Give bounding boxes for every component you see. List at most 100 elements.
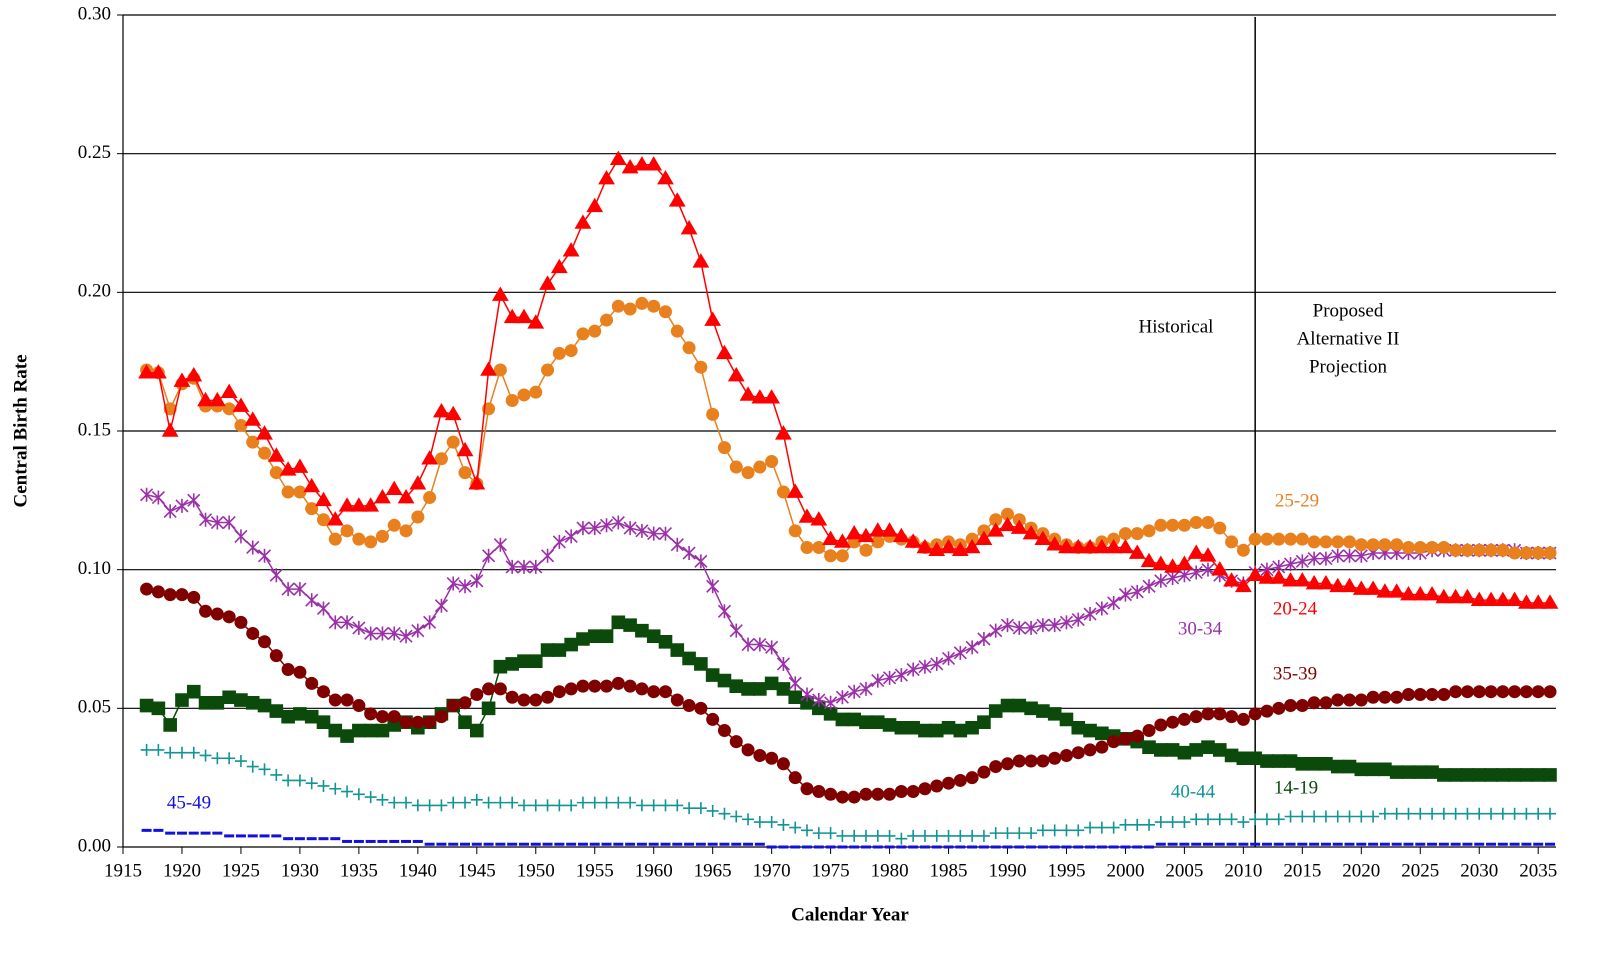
marker	[881, 522, 898, 537]
marker	[185, 366, 203, 382]
marker	[481, 701, 496, 716]
marker	[1224, 748, 1239, 763]
marker	[149, 364, 167, 379]
marker	[539, 275, 556, 290]
marker	[527, 314, 545, 329]
marker	[987, 522, 1005, 537]
x-tick-label: 2020	[1342, 860, 1380, 881]
marker	[1060, 824, 1073, 837]
marker	[763, 389, 781, 404]
marker	[458, 579, 472, 594]
annotation: Projection	[1309, 356, 1388, 377]
marker	[385, 480, 403, 496]
marker	[682, 341, 696, 355]
marker	[1142, 724, 1156, 738]
marker	[1165, 743, 1180, 757]
marker	[375, 626, 390, 641]
marker	[505, 559, 519, 574]
x-tick-label: 2030	[1460, 860, 1498, 881]
marker	[906, 662, 920, 677]
marker	[234, 755, 247, 768]
marker	[552, 346, 566, 360]
marker	[1305, 574, 1323, 590]
marker	[459, 796, 472, 809]
x-tick-label: 2025	[1401, 860, 1439, 881]
x-tick-label: 2005	[1165, 860, 1203, 881]
marker	[1059, 712, 1074, 727]
marker	[1190, 813, 1203, 826]
marker	[1189, 565, 1203, 580]
marker	[751, 389, 769, 404]
marker	[140, 582, 154, 596]
marker	[1201, 813, 1214, 826]
marker	[977, 829, 990, 842]
marker	[1236, 543, 1250, 557]
marker	[1519, 546, 1533, 560]
marker	[822, 530, 839, 545]
marker	[883, 829, 896, 842]
marker	[647, 299, 661, 313]
marker	[645, 156, 663, 171]
marker	[1236, 751, 1251, 766]
marker	[1437, 768, 1451, 782]
marker	[1270, 569, 1288, 584]
marker	[187, 746, 200, 759]
marker	[269, 466, 283, 480]
marker	[658, 685, 672, 699]
marker	[989, 623, 1003, 638]
x-tick-label: 1925	[222, 860, 260, 881]
marker	[1166, 816, 1179, 829]
marker	[600, 796, 613, 809]
marker	[458, 715, 472, 730]
marker	[493, 682, 507, 696]
marker	[421, 450, 439, 465]
x-tick-label: 1945	[458, 860, 496, 881]
marker	[988, 704, 1003, 718]
marker	[1401, 687, 1415, 701]
marker	[258, 763, 271, 776]
marker	[847, 684, 861, 699]
marker	[658, 634, 673, 649]
marker	[706, 579, 720, 594]
marker	[211, 752, 224, 765]
marker	[729, 460, 743, 474]
marker	[704, 311, 722, 326]
y-axis-title: Central Birth Rate	[10, 354, 31, 507]
marker	[836, 829, 849, 842]
marker	[670, 643, 685, 657]
marker	[810, 511, 828, 526]
marker	[800, 782, 814, 796]
marker	[564, 344, 578, 358]
marker	[1376, 583, 1394, 598]
marker	[340, 524, 354, 538]
marker	[894, 785, 908, 799]
marker	[1520, 807, 1533, 820]
marker	[965, 640, 979, 655]
marker	[953, 773, 967, 787]
marker	[727, 366, 745, 382]
marker	[1282, 572, 1299, 587]
marker	[1352, 580, 1370, 595]
marker	[210, 695, 225, 710]
marker	[1248, 707, 1262, 721]
marker	[1364, 580, 1382, 595]
marker	[374, 488, 391, 504]
marker	[930, 656, 944, 671]
marker	[834, 533, 851, 548]
marker	[1013, 827, 1026, 840]
annotation: Proposed	[1313, 300, 1384, 321]
marker	[680, 219, 698, 235]
marker	[775, 425, 792, 440]
marker	[624, 796, 637, 809]
marker	[1531, 768, 1546, 782]
marker	[1131, 818, 1144, 831]
marker	[1095, 726, 1109, 741]
marker	[977, 632, 991, 646]
marker	[470, 573, 484, 588]
marker	[552, 643, 567, 657]
marker	[1307, 551, 1321, 566]
marker	[257, 698, 272, 713]
marker	[989, 513, 1003, 527]
marker	[859, 681, 873, 696]
marker	[458, 696, 472, 710]
